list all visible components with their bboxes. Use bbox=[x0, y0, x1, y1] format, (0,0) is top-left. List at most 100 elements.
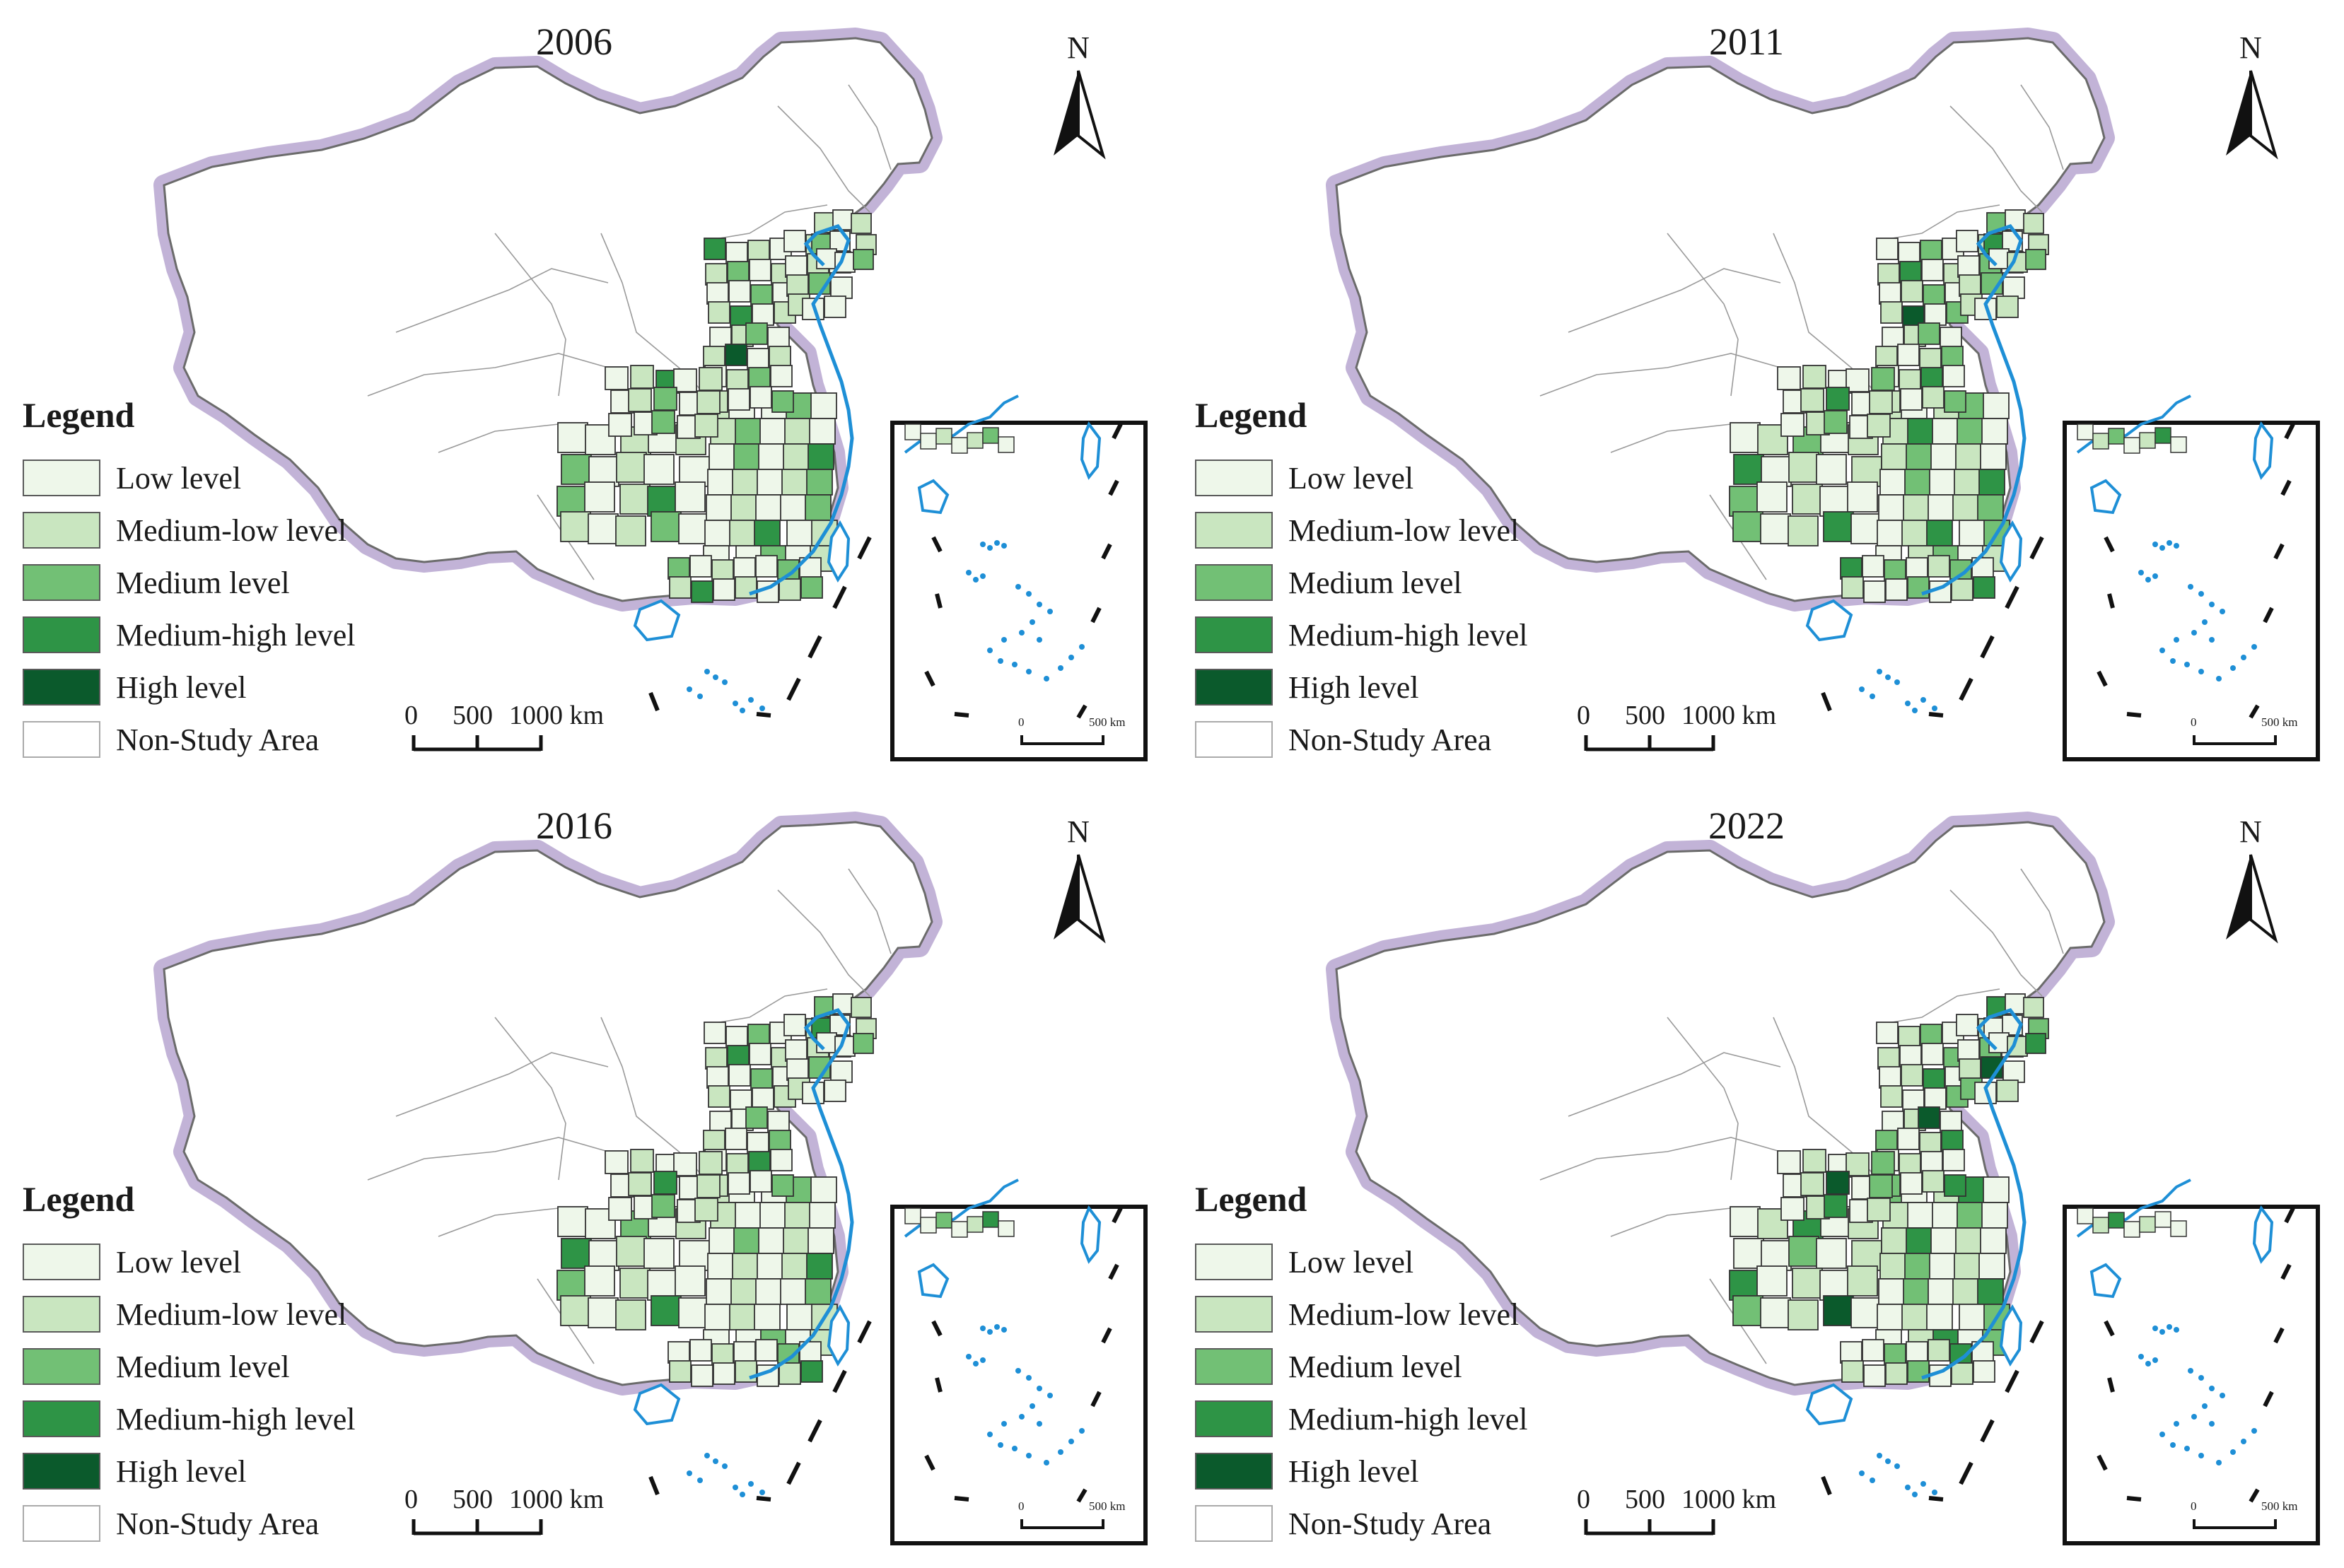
prefecture-region bbox=[2023, 213, 2044, 234]
maritime-boundary-dash bbox=[786, 1461, 801, 1485]
prefecture-region bbox=[605, 366, 629, 390]
legend-label: Non-Study Area bbox=[1288, 1506, 1492, 1541]
legend-swatch bbox=[23, 1244, 100, 1280]
prefecture-region bbox=[785, 255, 807, 278]
prefecture-region bbox=[1875, 346, 1898, 368]
province-boundary bbox=[367, 1137, 609, 1181]
prefecture-region bbox=[727, 261, 750, 283]
legend-swatch bbox=[1195, 721, 1273, 758]
prefecture-region bbox=[1923, 1068, 1945, 1091]
prefecture-region bbox=[783, 1014, 806, 1036]
prefecture-region bbox=[747, 348, 769, 370]
prefecture-region bbox=[1918, 1106, 1940, 1129]
prefecture-region bbox=[1907, 1202, 1934, 1229]
prefecture-region bbox=[1924, 303, 1947, 326]
prefecture-region bbox=[800, 576, 823, 599]
prefecture-region bbox=[708, 301, 730, 324]
prefecture-region bbox=[779, 1362, 801, 1385]
scale-bar bbox=[412, 1519, 543, 1535]
legend-label: Medium-low level bbox=[116, 1297, 347, 1332]
prefecture-region bbox=[1851, 1240, 1882, 1271]
prefecture-region bbox=[1756, 481, 1788, 513]
scale-bar bbox=[412, 735, 543, 751]
prefecture-region bbox=[1841, 576, 1864, 599]
prefecture-region bbox=[584, 481, 615, 513]
prefecture-region bbox=[786, 1304, 813, 1330]
legend-label: Medium-low level bbox=[116, 513, 347, 548]
prefecture-region bbox=[1918, 322, 1940, 345]
legend-item-low: Low level bbox=[1195, 1242, 1413, 1282]
island-dot bbox=[1894, 1463, 1900, 1469]
prefecture-region bbox=[1824, 1194, 1848, 1218]
province-boundary bbox=[1610, 423, 1732, 453]
scale-bar-label: 0 bbox=[1577, 1485, 1590, 1514]
prefecture-region bbox=[745, 322, 768, 345]
prefecture-region bbox=[2002, 276, 2025, 299]
prefecture-region bbox=[1792, 484, 1823, 515]
prefecture-region bbox=[707, 469, 734, 496]
island-dot bbox=[697, 694, 703, 699]
province-boundary bbox=[1879, 988, 2000, 1025]
map-svg bbox=[1326, 812, 2320, 1545]
legend-item-medium: Medium level bbox=[23, 563, 290, 602]
prefecture-region bbox=[651, 1194, 675, 1218]
maritime-boundary-dash bbox=[857, 1320, 872, 1344]
prefecture-region bbox=[1900, 388, 1923, 411]
prefecture-region bbox=[1928, 1339, 1950, 1362]
prefecture-region bbox=[1906, 557, 1928, 580]
prefecture-region bbox=[1942, 1149, 1965, 1171]
prefecture-region bbox=[1978, 469, 2005, 496]
prefecture-region bbox=[630, 1149, 654, 1173]
island-dot bbox=[1885, 674, 1891, 680]
prefecture-region bbox=[1756, 1265, 1788, 1297]
prefecture-region bbox=[851, 213, 872, 234]
prefecture-region bbox=[1959, 1304, 1986, 1330]
prefecture-region bbox=[1802, 1149, 1826, 1173]
legend-label: Low level bbox=[116, 1244, 242, 1280]
prefecture-region bbox=[727, 1045, 750, 1067]
taiwan-island bbox=[1999, 520, 2023, 583]
prefecture-region bbox=[588, 513, 619, 544]
prefecture-region bbox=[1880, 1085, 1903, 1108]
prefecture-region bbox=[1973, 1360, 1995, 1383]
prefecture-region bbox=[784, 1202, 811, 1229]
prefecture-region bbox=[809, 418, 836, 445]
prefecture-region bbox=[678, 1297, 709, 1328]
legend-swatch bbox=[1195, 564, 1273, 601]
maritime-boundary-dash bbox=[1928, 712, 1944, 718]
prefecture-region bbox=[757, 1253, 783, 1280]
prefecture-region bbox=[754, 1304, 781, 1330]
maritime-boundary-dash bbox=[832, 1369, 847, 1393]
prefecture-region bbox=[1878, 494, 1905, 521]
prefecture-region bbox=[705, 1047, 728, 1070]
legend-label: Medium-high level bbox=[1288, 1401, 1528, 1437]
scale-bar-label: 1000 km bbox=[509, 1485, 605, 1514]
legend-swatch bbox=[23, 460, 100, 496]
prefecture-region bbox=[1899, 261, 1922, 283]
prefecture-region bbox=[1862, 555, 1884, 578]
prefecture-region bbox=[770, 365, 793, 387]
province-boundary bbox=[1568, 1052, 1781, 1117]
south-china-sea-inset bbox=[2063, 394, 2320, 761]
prefecture-region bbox=[750, 1170, 772, 1193]
prefecture-region bbox=[1788, 1299, 1819, 1330]
map-panel-2006: 2006 N Legend Low level Medium-low level Medi… bbox=[0, 0, 1172, 784]
province-boundary bbox=[494, 1017, 566, 1181]
prefecture-region bbox=[608, 413, 632, 437]
prefecture-region bbox=[780, 494, 807, 521]
prefecture-region bbox=[750, 1068, 773, 1091]
prefecture-region bbox=[809, 1202, 836, 1229]
prefecture-region bbox=[711, 559, 734, 582]
north-arrow-icon bbox=[2226, 70, 2278, 160]
prefecture-region bbox=[1847, 1265, 1878, 1297]
prefecture-region bbox=[1928, 494, 1954, 521]
prefecture-region bbox=[678, 513, 709, 544]
prefecture-region bbox=[1862, 1339, 1884, 1362]
prefecture-region bbox=[752, 303, 774, 326]
province-boundary bbox=[706, 988, 828, 1025]
prefecture-region bbox=[783, 1227, 810, 1254]
north-arrow-icon bbox=[1054, 70, 1106, 160]
prefecture-region bbox=[784, 418, 811, 445]
prefecture-region bbox=[1983, 1176, 2010, 1203]
prefecture-region bbox=[733, 1227, 760, 1254]
